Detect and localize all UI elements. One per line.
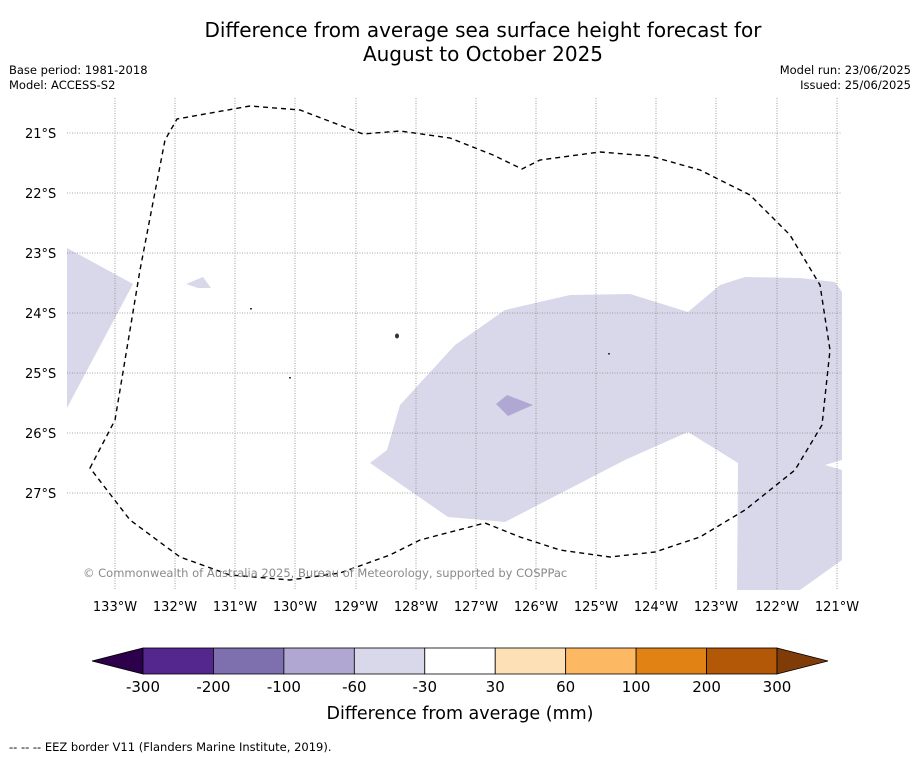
- lon-label: 133°W: [93, 600, 137, 615]
- model-run: Model run: 23/06/2025: [779, 63, 911, 77]
- colorbar-tick-label: 200: [692, 678, 721, 696]
- meta-left: Base period: 1981-2018 Model: ACCESS-S2: [9, 63, 148, 93]
- anomaly-regions: [67, 248, 842, 590]
- colorbar-segments: [142, 647, 778, 675]
- lon-label: 131°W: [213, 600, 257, 615]
- lat-labels: 21°S 22°S 23°S 24°S 25°S 26°S 27°S: [25, 127, 56, 502]
- colorbar-tick-label: -100: [267, 678, 301, 696]
- islands: [250, 308, 610, 379]
- colorbar-segment: [706, 647, 778, 675]
- title-line-2: August to October 2025: [362, 42, 604, 66]
- colorbar-segment: [565, 647, 637, 675]
- island-2: [250, 308, 252, 310]
- gridlines: [67, 98, 842, 590]
- colorbar-tick-label: 300: [763, 678, 792, 696]
- issued-date: Issued: 25/06/2025: [800, 78, 911, 92]
- colorbar-under-arrow: [91, 647, 144, 675]
- lon-label: 127°W: [454, 600, 498, 615]
- lon-label: 126°W: [514, 600, 558, 615]
- lat-label: 21°S: [25, 127, 56, 142]
- colorbar-segment: [142, 647, 214, 675]
- lon-label: 123°W: [694, 600, 738, 615]
- lat-label: 24°S: [25, 307, 56, 322]
- anomaly-region-darker: [496, 395, 533, 416]
- lat-label: 26°S: [25, 427, 56, 442]
- island-1: [395, 333, 399, 339]
- colorbar-tick-label: -60: [342, 678, 367, 696]
- title-line-1: Difference from average sea surface heig…: [204, 18, 762, 42]
- lat-label: 23°S: [25, 247, 56, 262]
- colorbar-segment: [494, 647, 567, 675]
- colorbar-segment: [353, 647, 426, 675]
- lon-label: 128°W: [394, 600, 438, 615]
- lat-label: 27°S: [25, 487, 56, 502]
- meta-right: Model run: 23/06/2025 Issued: 25/06/2025: [780, 63, 911, 93]
- colorbar-label: Difference from average (mm): [326, 704, 593, 724]
- copyright-text: © Commonwealth of Australia 2025, Bureau…: [83, 566, 567, 580]
- colorbar-tick-label: -30: [413, 678, 438, 696]
- colorbar-segment: [635, 647, 707, 675]
- colorbar-segment: [424, 647, 496, 675]
- lon-label: 125°W: [574, 600, 618, 615]
- anomaly-blob-small: [186, 277, 211, 288]
- model-name: Model: ACCESS-S2: [9, 78, 116, 92]
- map-title: Difference from average sea surface heig…: [0, 18, 919, 66]
- colorbar-tick-label: -300: [126, 678, 160, 696]
- lon-label: 130°W: [273, 600, 317, 615]
- lat-label: 22°S: [25, 187, 56, 202]
- colorbar-ticks: -300 -200 -100 -60 -30 30 60 100 200 300: [126, 678, 791, 696]
- lon-label: 124°W: [634, 600, 678, 615]
- colorbar-tick-label: 30: [486, 678, 505, 696]
- base-period: Base period: 1981-2018: [9, 63, 148, 77]
- colorbar: -300 -200 -100 -60 -30 30 60 100 200 300 Differen…: [91, 647, 829, 724]
- colorbar-segment: [283, 647, 355, 675]
- eez-border: [89, 105, 831, 581]
- lon-labels: 133°W 132°W 131°W 130°W 129°W 128°W 127°…: [93, 600, 859, 615]
- colorbar-tick-label: 100: [622, 678, 651, 696]
- lon-label: 129°W: [334, 600, 378, 615]
- colorbar-tick-label: 60: [556, 678, 575, 696]
- island-3: [289, 377, 291, 379]
- anomaly-region-west: [67, 248, 133, 408]
- island-4: [608, 353, 610, 355]
- colorbar-tick-label: -200: [196, 678, 230, 696]
- anomaly-region-main: [370, 277, 842, 590]
- colorbar-over-arrow: [776, 647, 829, 675]
- eez-legend: -- -- -- EEZ border V11 (Flanders Marine…: [9, 740, 332, 754]
- lon-label: 122°W: [755, 600, 799, 615]
- lon-label: 121°W: [815, 600, 859, 615]
- colorbar-segment: [213, 647, 285, 675]
- lat-label: 25°S: [25, 367, 56, 382]
- lon-label: 132°W: [153, 600, 197, 615]
